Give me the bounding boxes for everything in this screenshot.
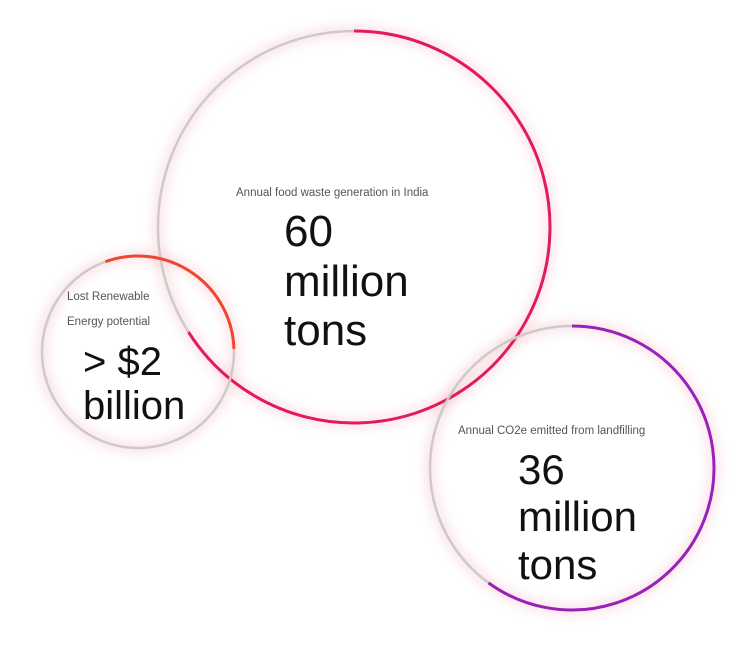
food-waste-value-line: 60	[284, 207, 333, 256]
food-waste-caption: Annual food waste generation in India	[236, 187, 429, 199]
food-waste-ring-arc	[187, 29, 552, 425]
energy-value-line: > $2	[83, 340, 162, 384]
co2-value-line: million	[518, 493, 638, 541]
energy-value-line: billion	[83, 384, 186, 428]
co2-value-line: tons	[518, 540, 598, 588]
food-waste-value-line: million	[284, 256, 409, 306]
food-waste-value-line: tons	[284, 306, 368, 356]
energy-caption-line: Lost Renewable	[67, 291, 150, 303]
co2-value: 36 million tons	[518, 446, 637, 588]
co2-caption: Annual CO2e emitted from landfilling	[458, 425, 646, 437]
co2-ring-arc	[487, 324, 716, 612]
co2-value-line: 36	[518, 446, 565, 493]
energy-ring-arc	[104, 254, 236, 350]
energy-caption-line: Energy potential	[67, 316, 151, 328]
food-waste-value: 60 million tons	[284, 207, 409, 356]
energy-value: > $2 billion	[83, 340, 185, 428]
